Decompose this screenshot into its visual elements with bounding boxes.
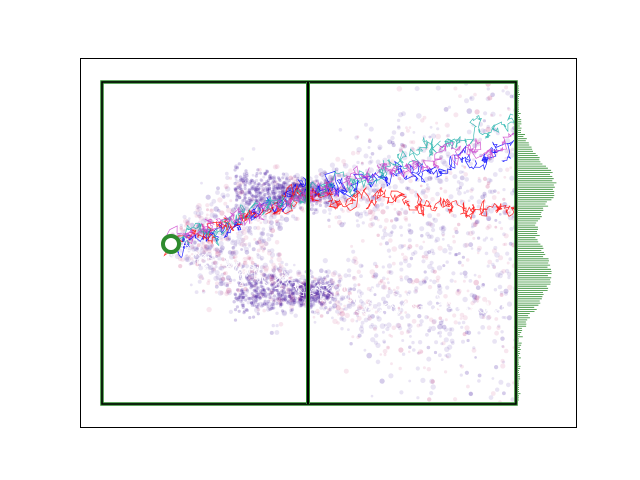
random-walk-path bbox=[165, 140, 515, 259]
random-walk-path bbox=[163, 181, 515, 257]
axes-frame bbox=[80, 58, 577, 428]
exit-histogram bbox=[518, 85, 557, 401]
random-walk-path bbox=[166, 237, 515, 320]
source-center bbox=[168, 241, 174, 247]
random-walk-paths bbox=[163, 113, 516, 320]
source-marker bbox=[161, 234, 181, 254]
density-core bbox=[233, 162, 335, 322]
random-walk-path bbox=[164, 132, 516, 248]
